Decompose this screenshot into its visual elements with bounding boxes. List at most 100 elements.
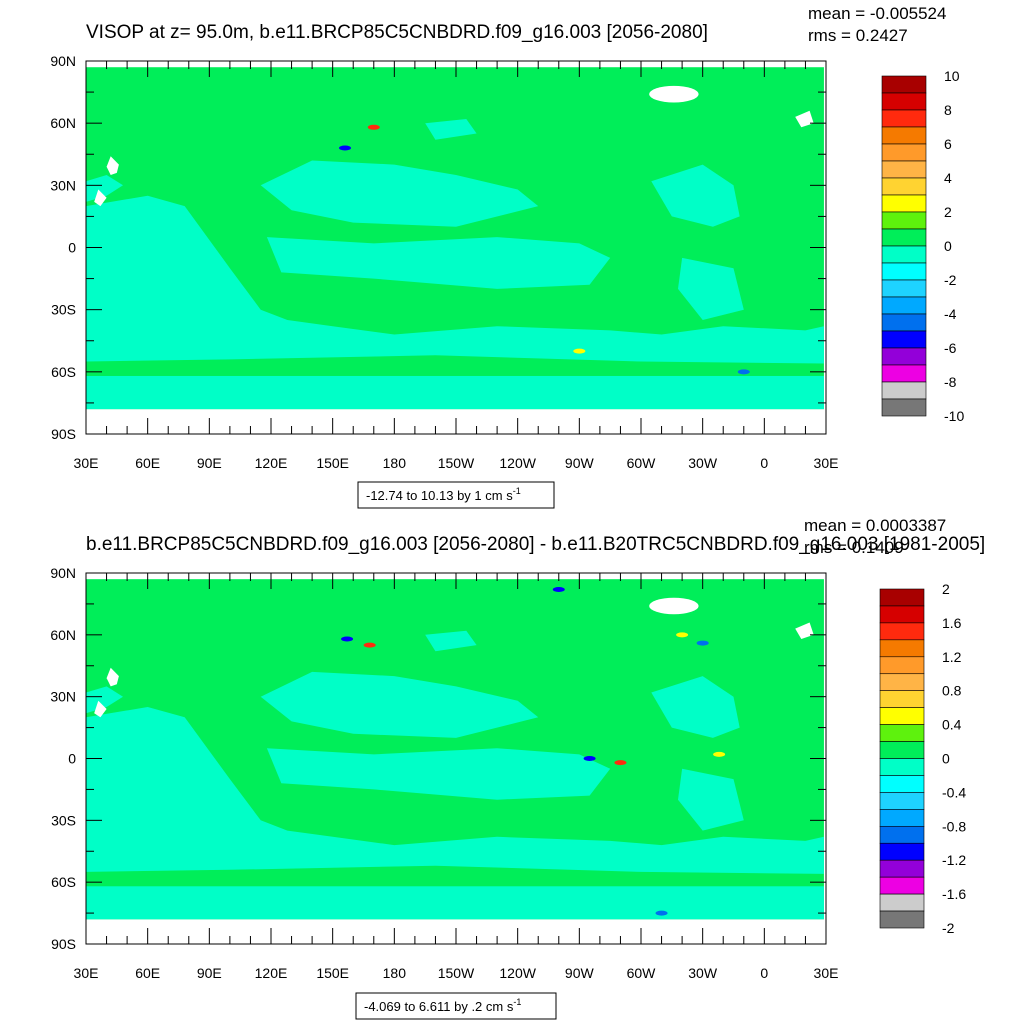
colorbar-label: 0: [942, 751, 950, 767]
colorbar-box: [879, 707, 925, 725]
colorbar-box: [881, 313, 927, 332]
colorbar-box: [881, 75, 927, 94]
anomaly-patch: [367, 124, 380, 130]
map-field: [86, 579, 824, 920]
colorbar-box: [881, 92, 927, 111]
anomaly-patch: [339, 145, 351, 151]
colorbar-label: -4: [944, 306, 957, 322]
colorbar-box: [879, 859, 925, 878]
colorbar-box: [881, 160, 927, 179]
x-tick-label: 60E: [135, 455, 160, 471]
colorbar-box: [881, 262, 927, 281]
caspian-mask: [106, 667, 119, 687]
anomaly-patch: [583, 756, 596, 761]
x-tick-label: 30E: [814, 965, 839, 981]
colorbar-label: 1.2: [942, 649, 962, 665]
colorbar-label: -0.4: [942, 784, 966, 800]
ocean-region-1: [86, 707, 824, 874]
stat-rms: rms = 0.1409: [804, 538, 904, 557]
anomaly-patch: [614, 760, 627, 766]
info-label-superscript: -1: [513, 997, 521, 1007]
colorbar-box: [881, 398, 927, 417]
colorbar-box: [879, 792, 925, 810]
scandinavia-mask: [795, 622, 814, 639]
ocean-region-6: [425, 630, 477, 652]
y-tick-label: 60S: [51, 364, 76, 380]
colorbar-box: [879, 775, 925, 793]
info-label-text: -4.069 to 6.611 by .2 cm s: [364, 999, 514, 1014]
colorbar-label: 0: [944, 238, 952, 254]
colorbar-box: [879, 622, 925, 641]
colorbar-box: [879, 605, 925, 624]
info-label: -12.74 to 10.13 by 1 cm s-1: [366, 486, 521, 503]
panel-1: 90N 60N 30N 0 30S 60S 90S 30E 60E 90E 120E 150E 180 1…: [50, 4, 964, 509]
info-label-text: -12.74 to 10.13 by 1 cm s: [366, 488, 513, 503]
y-tick-label: 0: [68, 751, 76, 767]
x-tick-label: 90W: [565, 455, 595, 471]
ocean-region-7: [86, 175, 123, 202]
anomaly-patch: [696, 640, 709, 646]
ocean-region-5: [678, 257, 744, 320]
colorbar-label: -2: [942, 920, 955, 936]
colorbar-box: [881, 211, 927, 230]
x-tick-label: 60W: [627, 965, 657, 981]
ocean-region-1: [86, 195, 824, 364]
colorbar-box: [879, 876, 925, 895]
greenland-mask: [649, 597, 699, 615]
anomaly-patch: [713, 751, 726, 757]
colorbar-label: -10: [944, 408, 964, 424]
colorbar-label: -0.8: [942, 818, 966, 834]
x-tick-label: 90E: [197, 455, 222, 471]
x-tick-label: 150W: [438, 455, 475, 471]
caspian-mask: [106, 156, 119, 175]
x-tick-label: 150W: [438, 965, 475, 981]
colorbar-label: 2: [944, 204, 952, 220]
southern-ocean-band: [86, 886, 824, 920]
red-sea-mask: [94, 700, 107, 718]
ocean-region-6: [425, 119, 477, 140]
panel-2: 90N 60N 30N 0 30S 60S 90S 30E 60E 90E 120E 150E 180 1…: [50, 516, 985, 1020]
colorbar-label: -1.2: [942, 852, 966, 868]
x-tick-label: 150E: [316, 965, 349, 981]
y-tick-label: 90S: [51, 426, 76, 442]
colorbar-label: -1.6: [942, 886, 966, 902]
colorbar-label: 4: [944, 170, 952, 186]
anomaly-patch: [737, 369, 750, 375]
colorbar-box: [881, 347, 927, 366]
colorbar-label: -2: [944, 272, 957, 288]
colorbar-box: [879, 690, 925, 708]
info-label: -4.069 to 6.611 by .2 cm s-1: [364, 997, 521, 1014]
ocean-region-5: [678, 768, 744, 831]
ocean-region-2: [260, 671, 539, 738]
x-tick-label: 180: [383, 455, 407, 471]
anomaly-patch: [676, 632, 689, 638]
anomaly-patch: [573, 348, 586, 354]
colorbar-box: [881, 279, 927, 298]
greenland-mask: [649, 85, 699, 103]
chart-title: b.e11.BRCP85C5CNBDRD.f09_g16.003 [2056-2…: [86, 534, 985, 555]
x-tick-label: 90W: [565, 965, 595, 981]
colorbar-box: [881, 194, 927, 213]
ocean-region-7: [86, 686, 123, 714]
y-tick-label: 0: [68, 240, 76, 256]
x-tick-label: 150E: [316, 455, 349, 471]
y-tick-label: 30N: [50, 177, 76, 193]
map-field: [86, 67, 824, 410]
y-tick-label: 30N: [50, 689, 76, 705]
anomaly-patch: [655, 910, 668, 916]
colorbar-box: [879, 910, 925, 929]
ocean-region-3: [266, 237, 611, 289]
x-tick-label: 90E: [197, 965, 222, 981]
colorbar-box: [881, 177, 927, 196]
y-tick-label: 30S: [51, 302, 76, 318]
y-tick-label: 90N: [50, 53, 76, 69]
stat-rms: rms = 0.2427: [808, 26, 908, 45]
colorbar-box: [881, 296, 927, 315]
y-tick-label: 90S: [51, 936, 76, 952]
colorbar-box: [881, 109, 927, 128]
colorbar-box: [881, 143, 927, 162]
colorbar-box: [879, 741, 925, 759]
colorbar-label: -8: [944, 374, 957, 390]
colorbar-label: 6: [944, 136, 952, 152]
